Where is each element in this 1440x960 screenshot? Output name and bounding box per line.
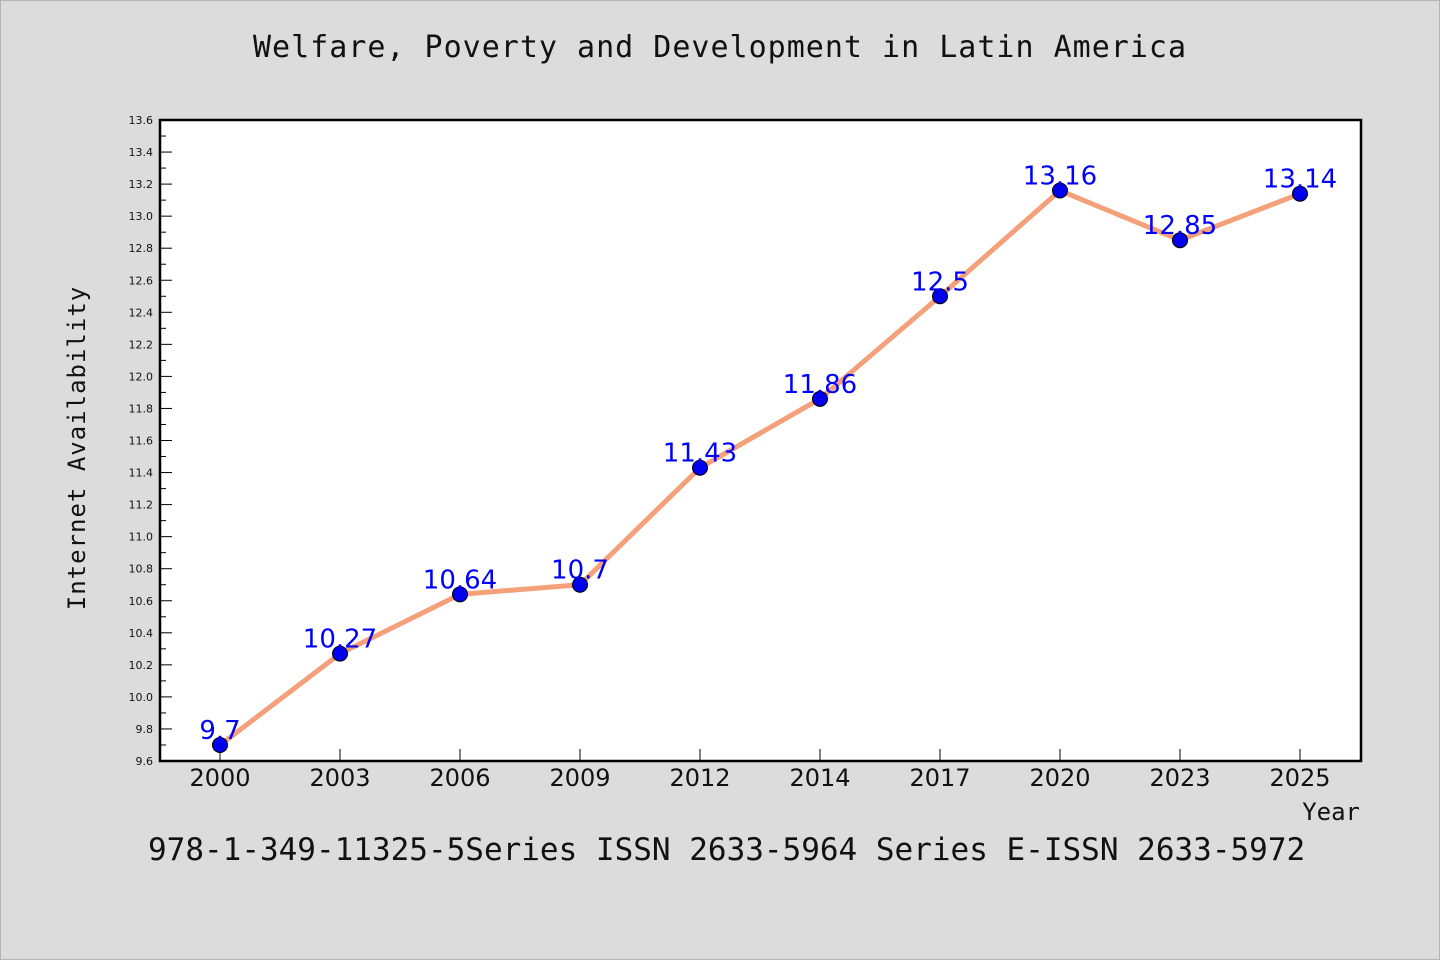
- x-tick-label: 2012: [669, 764, 730, 792]
- y-axis-title: Internet Availability: [63, 286, 91, 610]
- data-label: 13.14: [1263, 165, 1337, 195]
- data-point: [1052, 182, 1068, 199]
- y-tick-label: 13.6: [129, 114, 154, 127]
- data-point: [812, 390, 828, 407]
- y-tick-label: 9.8: [136, 723, 154, 736]
- data-point: [1172, 232, 1188, 249]
- data-label: 13.16: [1023, 162, 1097, 192]
- data-point: [212, 736, 228, 753]
- data-label: 12.5: [911, 267, 969, 297]
- data-point: [572, 576, 588, 593]
- data-point: [692, 459, 708, 476]
- x-tick-label: 2020: [1029, 764, 1090, 792]
- y-tick-label: 11.0: [129, 531, 154, 544]
- y-tick-label: 11.6: [129, 435, 154, 448]
- x-tick-label: 2025: [1269, 764, 1330, 792]
- y-tick-label: 12.2: [129, 338, 154, 351]
- data-label: 10.27: [303, 625, 377, 655]
- y-tick-label: 9.6: [136, 755, 154, 768]
- x-tick-label: 2023: [1149, 764, 1210, 792]
- y-tick-label: 10.6: [129, 595, 154, 608]
- data-label: 11.86: [783, 370, 857, 400]
- y-tick-label: 10.0: [129, 691, 154, 704]
- y-tick-label: 10.2: [129, 659, 154, 672]
- data-point: [452, 586, 468, 603]
- y-tick-label: 11.4: [129, 467, 154, 480]
- plot-border: [158, 118, 1363, 763]
- x-tick-label: 2003: [309, 764, 370, 792]
- y-tick-label: 11.2: [129, 499, 154, 512]
- y-tick-label: 11.8: [129, 402, 154, 415]
- y-axis-ticks: 9.6 9.8 10.0 10.2 10.4 10.6 10.8 11.0 11.2 11.4 11…: [129, 114, 172, 768]
- x-tick-label: 2006: [429, 764, 490, 792]
- plot-area: [160, 120, 1361, 761]
- isbn-footnote: 978-1-349-11325-5Series ISSN 2633-5964 S…: [148, 832, 1306, 868]
- chart-title: Welfare, Poverty and Development in Lati…: [252, 30, 1187, 65]
- data-point: [332, 645, 348, 662]
- data-label: 10.64: [423, 565, 497, 595]
- data-label: 10.7: [551, 556, 609, 586]
- series-layer: [212, 182, 1308, 753]
- x-axis-ticks: 2000 2003 2006 2009 2012 2014 2017 2020 2023 2025: [189, 749, 1331, 792]
- data-label-layer: 9.7 10.27 10.64 10.7 11.43 11.86 12.5 13.16 12.8…: [199, 162, 1337, 746]
- x-tick-label: 2014: [789, 764, 850, 792]
- data-label: 9.7: [199, 716, 240, 746]
- x-tick-label: 2000: [189, 764, 250, 792]
- series-line: [217, 188, 1303, 748]
- x-tick-label: 2009: [549, 764, 610, 792]
- x-axis-title: Year: [1302, 798, 1360, 826]
- y-tick-label: 10.4: [129, 627, 154, 640]
- y-tick-label: 10.8: [129, 563, 154, 576]
- data-label: 11.43: [663, 439, 737, 469]
- y-tick-label: 12.0: [129, 370, 154, 383]
- y-tick-label: 12.4: [129, 306, 154, 319]
- y-tick-label: 13.4: [129, 146, 154, 159]
- x-tick-label: 2017: [909, 764, 970, 792]
- data-point: [1292, 185, 1308, 202]
- y-tick-label: 12.6: [129, 274, 154, 287]
- data-label: 12.85: [1143, 211, 1217, 241]
- y-tick-label: 13.2: [129, 178, 154, 191]
- data-point: [932, 288, 948, 305]
- y-tick-label: 12.8: [129, 242, 154, 255]
- y-tick-label: 13.0: [129, 210, 154, 223]
